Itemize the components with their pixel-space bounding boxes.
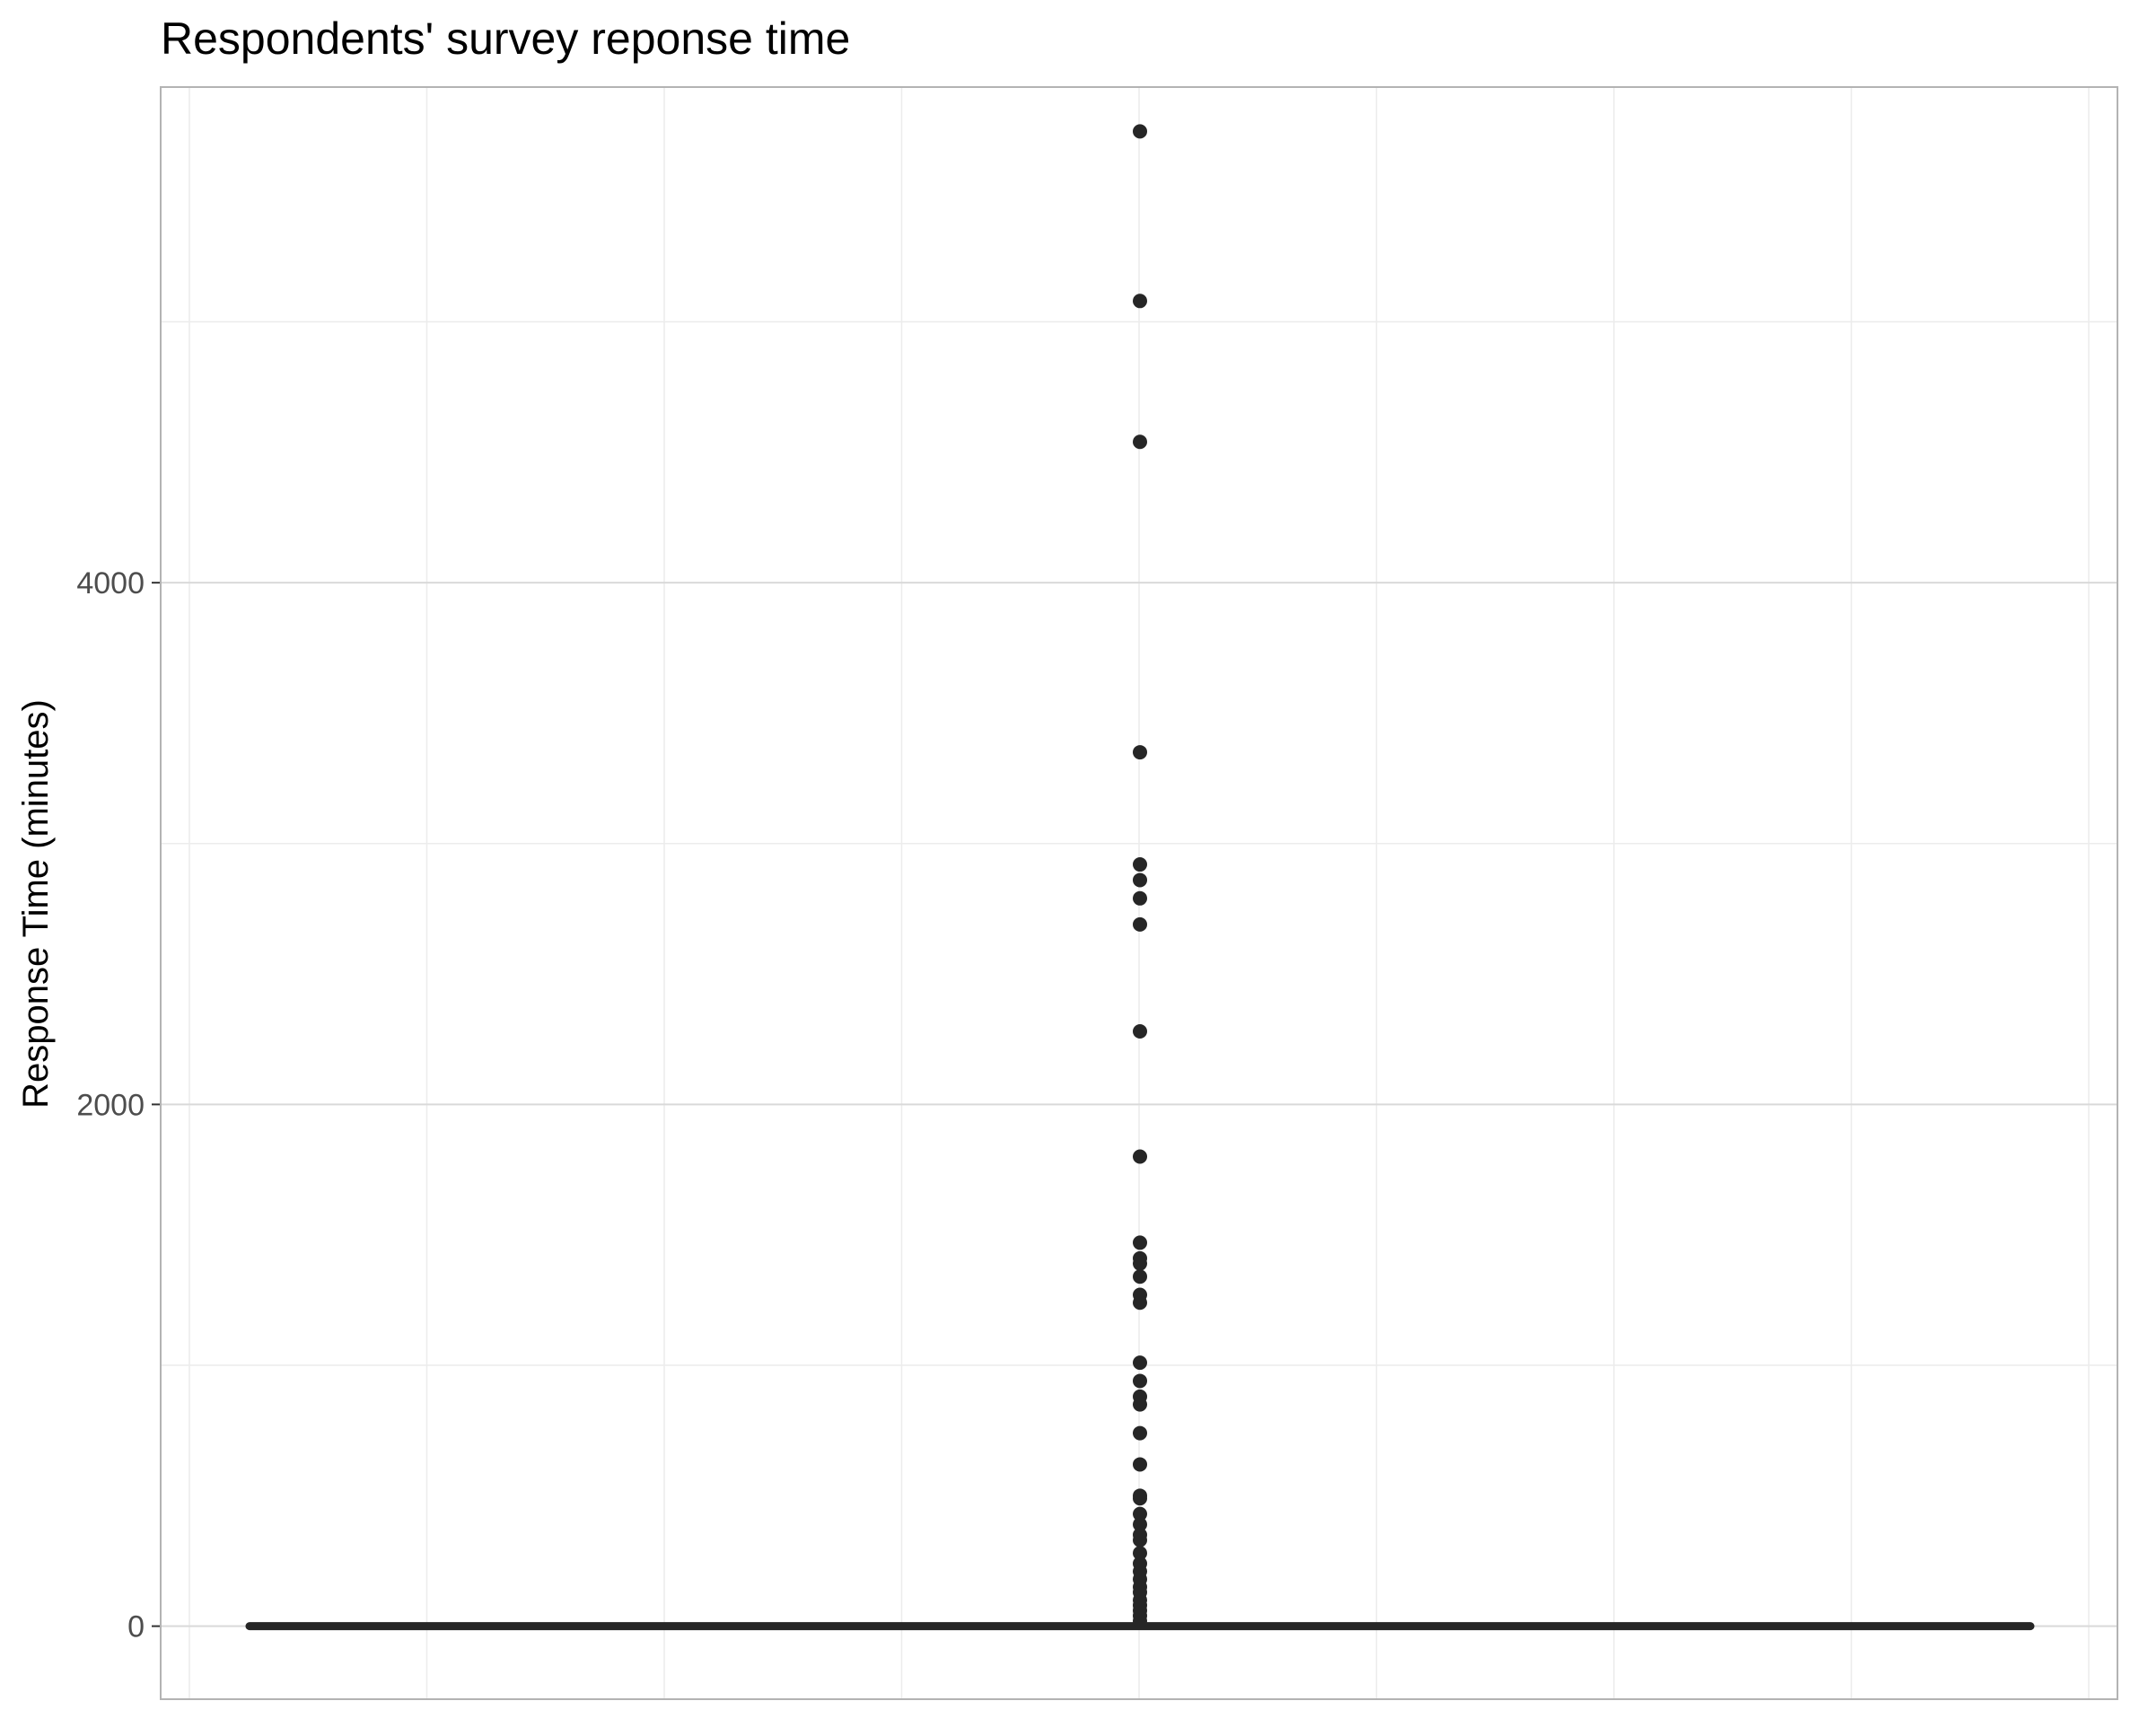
outlier-point: [1133, 1491, 1147, 1506]
y-tick-label: 2000: [76, 1088, 145, 1122]
outlier-point: [1133, 1024, 1147, 1039]
panel-border: [160, 86, 2118, 1700]
outlier-point: [1133, 1295, 1147, 1311]
outlier-point: [1133, 1256, 1147, 1271]
outlier-point: [1133, 1457, 1147, 1472]
outlier-point: [1133, 916, 1147, 932]
outlier-point: [1133, 1269, 1147, 1284]
y-axis-label: Response Time (minutes): [16, 699, 56, 1109]
outlier-point: [1133, 1613, 1147, 1628]
y-tick-label: 0: [127, 1610, 145, 1644]
y-tick-label: 4000: [76, 566, 145, 601]
outlier-point: [1133, 745, 1147, 760]
outlier-point: [1133, 124, 1147, 139]
outlier-point: [1133, 872, 1147, 888]
outlier-point: [1133, 1235, 1147, 1250]
outlier-point: [1133, 294, 1147, 309]
outlier-point: [1133, 1517, 1147, 1532]
outlier-point: [1133, 1546, 1147, 1561]
outlier-point: [1133, 1397, 1147, 1412]
outlier-point: [1133, 1506, 1147, 1521]
chart-title: Respondents' survey reponse time: [161, 13, 850, 64]
outlier-point: [1133, 1355, 1147, 1371]
outlier-point: [1133, 890, 1147, 906]
y-axis-ticks: 0 2000 4000: [76, 566, 161, 1644]
outlier-point: [1133, 434, 1147, 450]
outlier-point: [1133, 1149, 1147, 1164]
outlier-point: [1133, 1373, 1147, 1389]
outlier-point: [1133, 1532, 1147, 1547]
outlier-points: [1133, 124, 1147, 1628]
outlier-point: [1133, 857, 1147, 872]
outlier-point: [1133, 1425, 1147, 1441]
